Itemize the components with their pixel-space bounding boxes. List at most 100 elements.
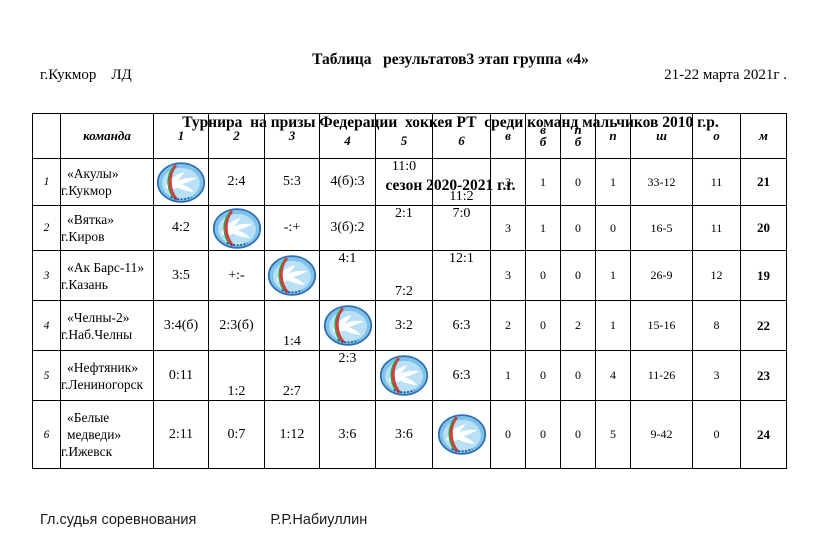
chief-judge-name: Р.Р.Набиуллин xyxy=(270,512,368,528)
team-city: г.Наб.Челны xyxy=(61,326,133,342)
score-cell: 6:3 xyxy=(432,350,491,401)
row-number: 2 xyxy=(32,205,61,251)
team-cell: «Белые медведи» г.Ижевск xyxy=(60,400,154,469)
score-cell: 5:3 xyxy=(264,158,320,206)
goals-cell: 9-42 xyxy=(630,400,693,469)
score-cell: 4(б):3 xyxy=(319,158,376,206)
team-emblem-icon xyxy=(267,254,317,297)
self-match-cell xyxy=(264,250,320,301)
wins-cell: 3 xyxy=(490,250,526,301)
team-emblem-icon xyxy=(379,354,429,397)
wins-shootout-cell: 0 xyxy=(525,400,561,469)
losses-shootout-cell: 0 xyxy=(560,250,596,301)
meta-row: г.Кукмор ЛД 21-22 марта 2021г . xyxy=(40,67,787,84)
col-header-team: команда xyxy=(60,113,154,159)
score-cell: +:- xyxy=(208,250,265,301)
col-header-wins: в xyxy=(490,113,526,159)
team-city: г.Кукмор xyxy=(61,183,112,198)
losses-cell: 0 xyxy=(595,205,631,251)
team-city: г.Киров xyxy=(61,229,105,244)
row-number: 1 xyxy=(32,158,61,206)
points-cell: 0 xyxy=(692,400,741,469)
score-cell: 2:11 xyxy=(153,400,209,469)
team-city: г.Ижевск xyxy=(61,444,113,459)
team-cell: «Нефтяник» г.Лениногорск xyxy=(60,350,154,401)
wins-shootout-cell: 1 xyxy=(525,205,561,251)
score-cell: 3(б):2 xyxy=(319,205,376,251)
score-cell: 11:2 xyxy=(432,158,491,206)
table-row: 3 «Ак Барс-11» г.Казань 3:5 +:- 4:1 7:2 … xyxy=(32,250,787,301)
place-cell: 24 xyxy=(740,400,787,469)
goals-cell: 16-5 xyxy=(630,205,693,251)
wins-cell: 1 xyxy=(490,350,526,401)
wins-shootout-cell: 1 xyxy=(525,158,561,206)
score-cell: 2:7 xyxy=(264,350,320,401)
table-row: 6 «Белые медведи» г.Ижевск 2:11 0:7 1:12… xyxy=(32,400,787,469)
losses-cell: 1 xyxy=(595,250,631,301)
score-cell: 7:0 xyxy=(432,205,491,251)
table-row: 4 «Челны-2» г.Наб.Челны 3:4(б) 2:3(б) 1:… xyxy=(32,300,787,351)
score-cell: 0:7 xyxy=(208,400,265,469)
team-cell: «Ак Барс-11» г.Казань xyxy=(60,250,154,301)
title-line-1: Таблица результатов3 этап группа «4» xyxy=(312,51,589,68)
losses-cell: 4 xyxy=(595,350,631,401)
score-cell: 2:3(б) xyxy=(208,300,265,351)
losses-shootout-cell: 2 xyxy=(560,300,596,351)
table-row: 1 «Акулы» г.Кукмор 2:4 5:3 4(б):3 11:0 1… xyxy=(32,158,787,206)
team-cell: «Челны-2» г.Наб.Челны xyxy=(60,300,154,351)
score-cell: -:+ xyxy=(264,205,320,251)
losses-cell: 5 xyxy=(595,400,631,469)
team-cell: «Вятка» г.Киров xyxy=(60,205,154,251)
score-cell: 2:4 xyxy=(208,158,265,206)
score-cell: 3:2 xyxy=(375,300,433,351)
losses-cell: 1 xyxy=(595,300,631,351)
team-name: «Челны-2» xyxy=(67,309,130,325)
team-cell: «Акулы» г.Кукмор xyxy=(60,158,154,206)
wins-shootout-cell: 0 xyxy=(525,250,561,301)
col-header-game-2: 2 xyxy=(208,113,265,159)
points-cell: 12 xyxy=(692,250,741,301)
wins-shootout-cell: 0 xyxy=(525,350,561,401)
goals-cell: 11-26 xyxy=(630,350,693,401)
col-header-game-6: 6 xyxy=(432,113,491,159)
wins-cell: 3 xyxy=(490,158,526,206)
wins-cell: 3 xyxy=(490,205,526,251)
score-cell: 4:2 xyxy=(153,205,209,251)
score-cell: 2:3 xyxy=(319,350,376,401)
place-cell: 20 xyxy=(740,205,787,251)
score-cell: 7:2 xyxy=(375,250,433,301)
losses-cell: 1 xyxy=(595,158,631,206)
place-cell: 19 xyxy=(740,250,787,301)
self-match-cell xyxy=(153,158,209,206)
table-row: 5 «Нефтяник» г.Лениногорск 0:11 1:2 2:7 … xyxy=(32,350,787,401)
score-cell: 6:3 xyxy=(432,300,491,351)
team-emblem-icon xyxy=(436,413,487,456)
team-emblem-icon xyxy=(156,161,206,203)
score-cell: 3:4(б) xyxy=(153,300,209,351)
self-match-cell xyxy=(208,205,265,251)
col-header-index xyxy=(32,113,61,159)
team-city: г.Казань xyxy=(61,276,108,292)
points-cell: 8 xyxy=(692,300,741,351)
score-cell: 3:6 xyxy=(319,400,376,469)
score-cell: 3:6 xyxy=(375,400,433,469)
team-emblem-icon xyxy=(211,207,262,249)
wins-cell: 2 xyxy=(490,300,526,351)
row-number: 4 xyxy=(32,300,61,351)
score-cell: 1:4 xyxy=(264,300,320,351)
col-header-points: о xyxy=(692,113,741,159)
points-cell: 3 xyxy=(692,350,741,401)
score-cell: 0:11 xyxy=(153,350,209,401)
losses-shootout-cell: 0 xyxy=(560,400,596,469)
col-header-place: м xyxy=(740,113,787,159)
dates-label: 21-22 марта 2021г . xyxy=(664,67,787,83)
score-cell: 11:0 xyxy=(375,158,433,206)
self-match-cell xyxy=(319,300,376,351)
venue-label: г.Кукмор ЛД xyxy=(40,67,132,83)
self-match-cell xyxy=(432,400,491,469)
row-number: 5 xyxy=(32,350,61,401)
team-name: «Вятка» xyxy=(67,212,114,227)
col-header-game-4: 4 xyxy=(319,113,376,159)
